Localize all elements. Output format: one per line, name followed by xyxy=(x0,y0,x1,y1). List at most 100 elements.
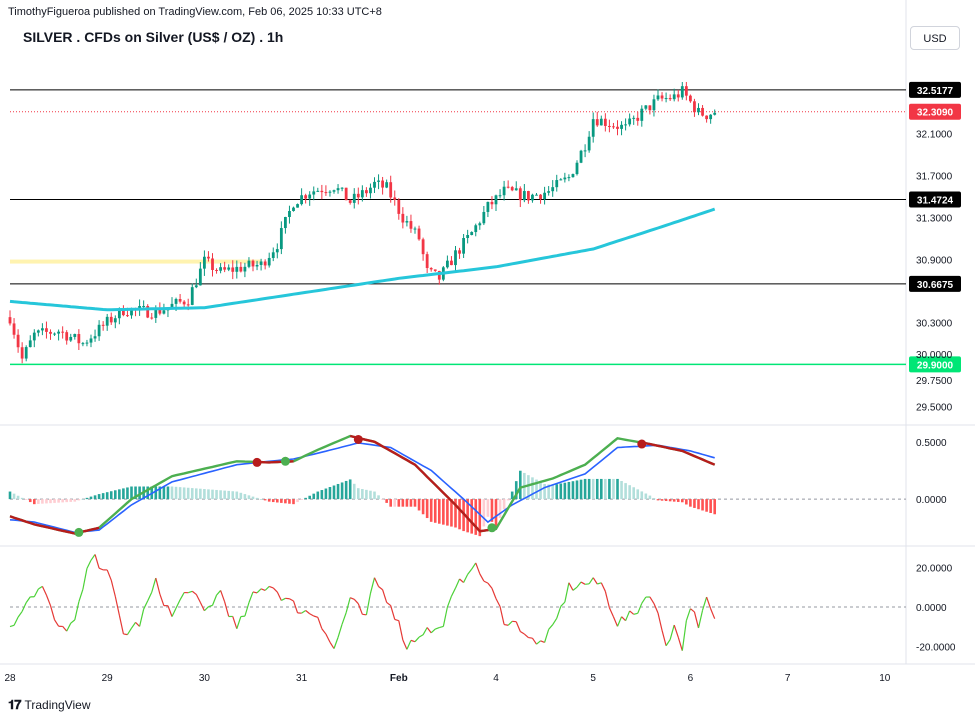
candle-body[interactable] xyxy=(304,195,308,199)
candle-body[interactable] xyxy=(57,331,60,334)
candle-body[interactable] xyxy=(255,264,259,267)
candle-body[interactable] xyxy=(539,194,542,200)
candle-body[interactable] xyxy=(385,182,389,188)
candle-body[interactable] xyxy=(567,177,571,179)
candle-body[interactable] xyxy=(608,125,611,127)
candle-body[interactable] xyxy=(49,331,52,334)
candle-body[interactable] xyxy=(308,194,312,199)
candle-body[interactable] xyxy=(535,194,538,196)
candle-body[interactable] xyxy=(365,190,368,194)
candle-body[interactable] xyxy=(522,191,526,201)
candle-body[interactable] xyxy=(482,211,486,224)
candle-body[interactable] xyxy=(527,191,530,201)
tradingview-logo[interactable]: 𝟏𝟕 TradingView xyxy=(8,697,91,713)
candle-body[interactable] xyxy=(506,186,510,188)
candle-body[interactable] xyxy=(470,232,474,236)
candle-body[interactable] xyxy=(547,191,551,193)
candle-body[interactable] xyxy=(73,334,77,337)
candle-body[interactable] xyxy=(344,187,348,201)
candle-body[interactable] xyxy=(81,343,85,345)
candle-body[interactable] xyxy=(223,267,227,270)
candle-body[interactable] xyxy=(32,332,36,341)
candle-body[interactable] xyxy=(243,266,247,272)
candle-body[interactable] xyxy=(158,308,162,314)
candle-body[interactable] xyxy=(170,303,174,308)
candle-body[interactable] xyxy=(247,260,251,267)
candle-body[interactable] xyxy=(97,324,101,337)
candle-body[interactable] xyxy=(109,316,113,323)
candle-body[interactable] xyxy=(211,258,214,270)
candle-body[interactable] xyxy=(340,187,344,189)
candle-body[interactable] xyxy=(652,99,656,111)
candle-body[interactable] xyxy=(518,188,522,201)
candle-body[interactable] xyxy=(215,269,218,271)
candle-body[interactable] xyxy=(41,328,44,331)
candle-body[interactable] xyxy=(259,261,263,265)
candle-body[interactable] xyxy=(356,193,360,198)
candle-body[interactable] xyxy=(559,179,563,181)
candle-body[interactable] xyxy=(713,112,717,115)
candle-body[interactable] xyxy=(178,299,182,302)
candle-body[interactable] xyxy=(551,187,555,192)
candle-body[interactable] xyxy=(284,216,287,229)
candle-body[interactable] xyxy=(320,190,324,193)
candle-body[interactable] xyxy=(279,228,283,250)
candle-body[interactable] xyxy=(12,323,16,335)
candle-body[interactable] xyxy=(182,301,186,305)
candle-body[interactable] xyxy=(352,193,356,203)
candle-body[interactable] xyxy=(421,239,425,255)
candle-body[interactable] xyxy=(705,115,708,120)
candle-body[interactable] xyxy=(514,188,518,191)
candle-body[interactable] xyxy=(53,333,56,335)
candle-body[interactable] xyxy=(130,308,133,316)
candle-body[interactable] xyxy=(660,95,664,99)
candle-body[interactable] xyxy=(466,235,470,239)
candle-body[interactable] xyxy=(381,180,384,188)
candle-body[interactable] xyxy=(583,150,587,152)
candle-body[interactable] xyxy=(113,318,117,323)
candle-body[interactable] xyxy=(28,340,32,348)
candle-body[interactable] xyxy=(227,267,231,270)
candle-body[interactable] xyxy=(450,260,453,266)
candle-body[interactable] xyxy=(636,117,640,121)
candle-body[interactable] xyxy=(288,211,291,217)
candle-body[interactable] xyxy=(429,268,433,270)
candle-body[interactable] xyxy=(263,261,267,266)
candle-body[interactable] xyxy=(312,191,316,195)
candle-body[interactable] xyxy=(267,257,271,266)
candle-body[interactable] xyxy=(498,195,502,197)
candle-body[interactable] xyxy=(603,118,607,126)
candle-body[interactable] xyxy=(296,204,299,208)
candle-body[interactable] xyxy=(474,225,478,233)
candle-body[interactable] xyxy=(664,98,668,100)
candle-body[interactable] xyxy=(122,308,125,316)
candle-body[interactable] xyxy=(462,238,465,254)
candle-body[interactable] xyxy=(231,267,235,272)
candle-body[interactable] xyxy=(425,254,429,269)
candle-body[interactable] xyxy=(458,250,461,254)
macd-signal-line[interactable] xyxy=(9,442,715,534)
price-pane[interactable] xyxy=(8,81,906,366)
candle-body[interactable] xyxy=(77,334,81,344)
candle-body[interactable] xyxy=(632,117,636,119)
bearish-cross-marker[interactable] xyxy=(252,457,262,467)
candle-body[interactable] xyxy=(275,249,279,253)
candle-body[interactable] xyxy=(446,260,449,268)
candle-body[interactable] xyxy=(393,197,397,200)
candle-body[interactable] xyxy=(454,250,457,266)
candle-body[interactable] xyxy=(555,180,559,188)
candle-body[interactable] xyxy=(174,299,178,304)
candle-body[interactable] xyxy=(401,213,405,223)
moving-average-line[interactable] xyxy=(9,207,716,312)
candle-body[interactable] xyxy=(531,194,534,201)
candle-body[interactable] xyxy=(486,201,490,212)
candle-body[interactable] xyxy=(36,330,40,333)
candle-body[interactable] xyxy=(203,256,206,269)
bearish-cross-marker[interactable] xyxy=(637,439,647,449)
candle-body[interactable] xyxy=(373,181,376,188)
candle-body[interactable] xyxy=(595,119,599,126)
candle-body[interactable] xyxy=(510,187,514,191)
candle-body[interactable] xyxy=(45,328,48,332)
candle-body[interactable] xyxy=(207,256,210,259)
candle-body[interactable] xyxy=(24,347,28,359)
